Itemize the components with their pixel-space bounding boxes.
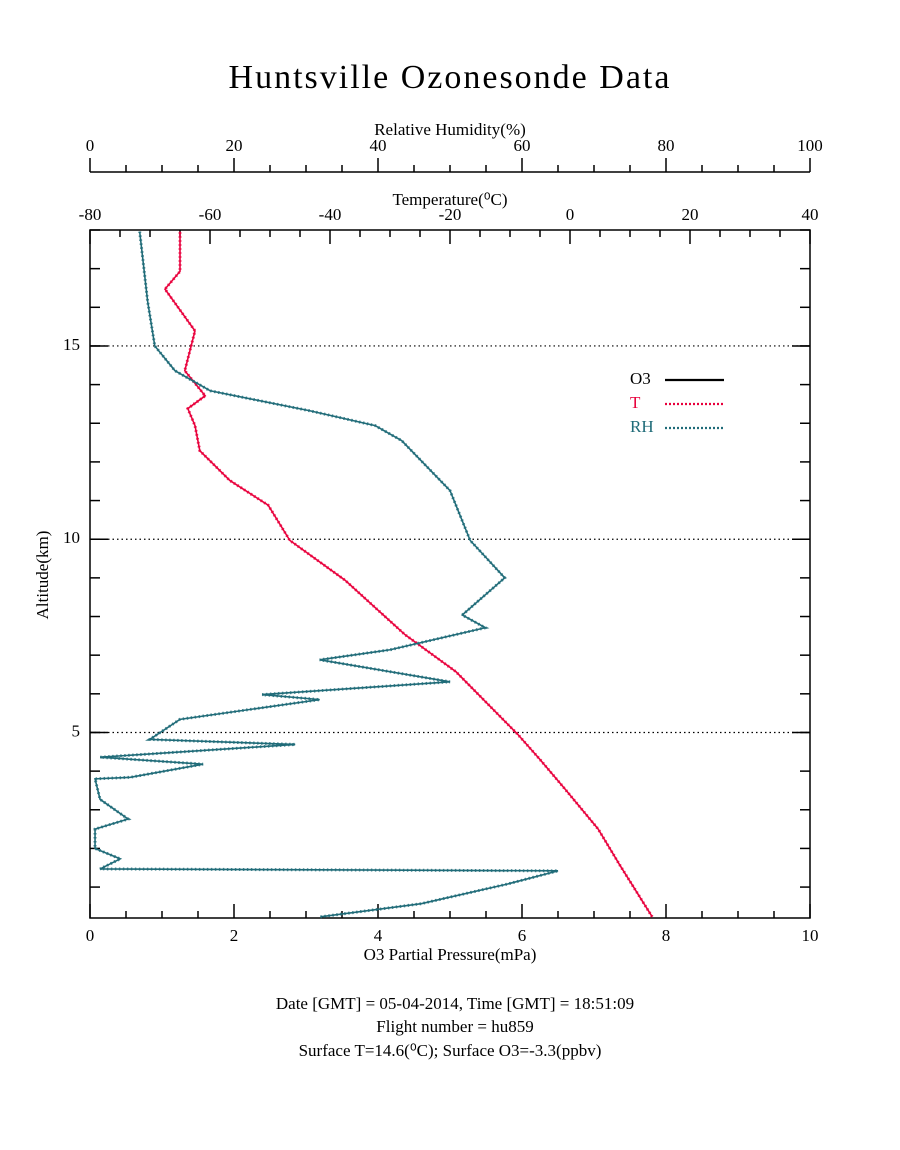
x2-tick-label: 60 — [514, 136, 531, 155]
legend-label: O3 — [630, 369, 651, 388]
x-tick-label: 4 — [374, 926, 383, 945]
plot-frame — [89, 229, 811, 919]
x2-axis-label: Relative Humidity(%) — [374, 120, 526, 139]
x2-tick-label: 40 — [370, 136, 387, 155]
x3-tick-label: 0 — [566, 205, 575, 224]
x2-tick-label: 0 — [86, 136, 95, 155]
y-tick-label: 15 — [63, 335, 80, 354]
x3-axis-label: Temperature(⁰C) — [392, 190, 507, 209]
series-dots — [93, 231, 559, 919]
y-tick-label: 5 — [72, 721, 81, 740]
chart-title: Huntsville Ozonesonde Data — [229, 59, 672, 96]
series-dots — [163, 231, 654, 918]
x2-tick-label: 20 — [226, 136, 243, 155]
legend-label: RH — [630, 417, 654, 436]
x2-tick-label: 80 — [658, 136, 675, 155]
note: Date [GMT] = 05-04-2014, Time [GMT] = 18… — [276, 994, 634, 1013]
y-tick-label: 10 — [63, 528, 80, 547]
note: Flight number = hu859 — [376, 1017, 533, 1036]
x-tick-label: 6 — [518, 926, 527, 945]
y-axis-label: Altitude(km) — [33, 531, 52, 620]
x3-tick-label: -60 — [199, 205, 222, 224]
x-axis-label: O3 Partial Pressure(mPa) — [364, 945, 537, 964]
x-tick-label: 2 — [230, 926, 239, 945]
x-tick-label: 8 — [662, 926, 671, 945]
x-tick-label: 10 — [802, 926, 819, 945]
note: Surface T=14.6(⁰C); Surface O3=-3.3(ppbv… — [299, 1041, 602, 1060]
legend-label: T — [630, 393, 641, 412]
x2-tick-label: 100 — [797, 136, 823, 155]
x3-tick-label: -80 — [79, 205, 102, 224]
series-line — [94, 231, 559, 918]
x-tick-label: 0 — [86, 926, 95, 945]
x3-tick-label: 40 — [802, 205, 819, 224]
x3-tick-label: -20 — [439, 205, 462, 224]
x3-tick-label: 20 — [682, 205, 699, 224]
x3-tick-label: -40 — [319, 205, 342, 224]
series-line — [163, 231, 653, 918]
